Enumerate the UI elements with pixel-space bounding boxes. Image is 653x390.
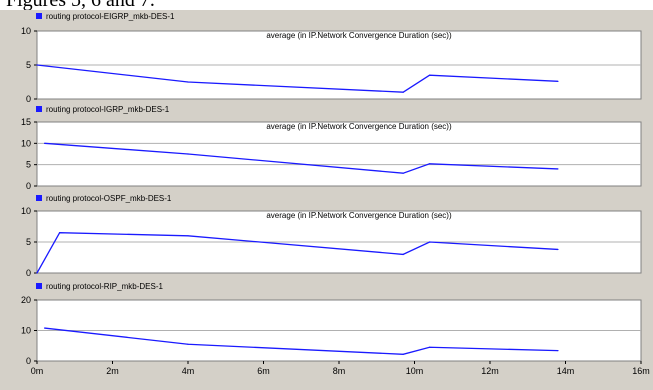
y-tick-label: 10	[21, 326, 31, 336]
legend-label: routing protocol-IGRP_mkb-DES-1	[46, 105, 170, 114]
chart-subtitle: average (in IP.Network Convergence Durat…	[266, 122, 452, 131]
chart-svg: routing protocol-EIGRP_mkb-DES-1average …	[21, 12, 650, 376]
data-point	[402, 91, 404, 93]
data-point	[557, 350, 559, 352]
y-tick-label: 10	[21, 26, 31, 36]
data-point	[402, 172, 404, 174]
y-tick-label: 0	[26, 94, 31, 104]
x-tick-label: 14m	[557, 366, 575, 376]
series-line	[36, 232, 558, 274]
data-point	[429, 74, 431, 76]
page-caption: Figures 5, 6 and 7.	[0, 0, 653, 10]
data-point	[59, 232, 61, 234]
chart-subtitle: average (in IP.Network Convergence Durat…	[266, 211, 452, 220]
x-tick-label: 6m	[257, 366, 270, 376]
legend-swatch	[36, 195, 42, 201]
legend-label: routing protocol-RIP_mkb-DES-1	[46, 282, 163, 291]
data-point	[187, 81, 189, 83]
data-point	[429, 163, 431, 165]
data-point	[187, 153, 189, 155]
data-point	[36, 272, 38, 274]
y-tick-label: 0	[26, 356, 31, 366]
legend-swatch	[36, 13, 42, 19]
data-point	[557, 168, 559, 170]
x-tick-label: 0m	[31, 366, 44, 376]
y-tick-label: 15	[21, 117, 31, 127]
x-tick-label: 10m	[406, 366, 424, 376]
x-tick-label: 12m	[481, 366, 499, 376]
x-tick-label: 8m	[333, 366, 346, 376]
x-tick-label: 4m	[182, 366, 195, 376]
data-point	[429, 241, 431, 243]
y-tick-label: 10	[21, 138, 31, 148]
legend-swatch	[36, 283, 42, 289]
x-axis: 0m 2m 4m 6m 8m 10m 12m 14m 16m	[31, 361, 650, 376]
y-tick-label: 10	[21, 206, 31, 216]
data-point	[429, 346, 431, 348]
plot-area	[36, 121, 642, 187]
y-tick-label: 5	[26, 160, 31, 170]
data-point	[43, 142, 46, 144]
data-point	[402, 253, 404, 255]
data-point	[187, 343, 189, 345]
y-tick-label: 0	[26, 268, 31, 278]
legend-label: routing protocol-OSPF_mkb-DES-1	[46, 194, 172, 203]
data-point	[402, 353, 404, 355]
chart-panel-4: routing protocol-RIP_mkb-DES-1 0 10 20	[21, 282, 642, 366]
x-tick-label: 2m	[106, 366, 119, 376]
x-tick-label: 16m	[632, 366, 650, 376]
data-point	[557, 248, 559, 251]
y-tick-label: 5	[26, 60, 31, 70]
data-point	[43, 327, 46, 329]
legend-label: routing protocol-EIGRP_mkb-DES-1	[46, 12, 175, 21]
chart-panel-1: routing protocol-EIGRP_mkb-DES-1average …	[21, 12, 642, 104]
data-point	[557, 80, 559, 82]
y-tick-label: 20	[21, 295, 31, 305]
data-point	[187, 235, 189, 237]
chart-subtitle: average (in IP.Network Convergence Durat…	[266, 31, 452, 40]
y-tick-label: 5	[26, 237, 31, 247]
legend-swatch	[36, 106, 42, 112]
y-tick-label: 0	[26, 181, 31, 191]
data-point	[36, 64, 38, 66]
